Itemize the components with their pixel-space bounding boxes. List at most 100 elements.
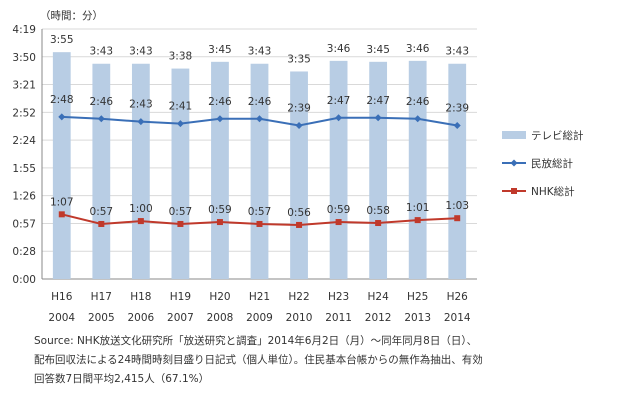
line-data-label: 2:48 xyxy=(50,94,74,106)
bar-data-label: 3:55 xyxy=(50,34,74,46)
line-data-label: 1:00 xyxy=(129,203,153,215)
line-point xyxy=(137,218,144,225)
legend-swatch xyxy=(502,131,526,139)
bar-data-label: 3:46 xyxy=(406,43,430,55)
legend-label: NHK総計 xyxy=(531,185,575,198)
bar-data-label: 3:43 xyxy=(248,46,272,58)
source-line-1: Source: NHK放送文化研究所「放送研究と調査」2014年6月2日（月）～… xyxy=(34,335,478,347)
x-tick-year: 2011 xyxy=(325,312,352,324)
line-point xyxy=(374,114,382,122)
bar-data-label: 3:35 xyxy=(287,53,311,65)
source-line-3: 回答数7日間平均2,415人（67.1%） xyxy=(34,373,210,385)
y-tick-label: 2:52 xyxy=(12,107,36,119)
y-tick-label: 3:50 xyxy=(12,52,36,64)
bar-data-label: 3:45 xyxy=(366,44,390,56)
line-data-label: 0:57 xyxy=(248,206,272,218)
line-data-label: 2:41 xyxy=(169,101,193,113)
bar-data-label: 3:45 xyxy=(208,44,232,56)
chart: （時間：分） 3:55 3:43 3:43 3:38 3:45 3:43 3:35 3:46 3… xyxy=(12,10,584,324)
bar-data-label: 3:38 xyxy=(169,51,193,63)
bar xyxy=(448,63,467,279)
line-point xyxy=(296,221,303,228)
x-tick-year: 2005 xyxy=(88,312,115,324)
x-tick-year: 2012 xyxy=(365,312,392,324)
line-data-label: 2:46 xyxy=(406,96,430,108)
x-tick-label: H16 xyxy=(51,291,73,303)
source-line-2: 配布回収法による24時間時刻目盛り日記式（個人単位）。住民基本台帳からの無作為抽… xyxy=(34,354,483,366)
line-point xyxy=(375,220,382,227)
line-point xyxy=(295,122,303,130)
line-data-label: 2:39 xyxy=(287,103,311,115)
y-tick-label: 3:21 xyxy=(12,80,36,92)
x-tick-label: H23 xyxy=(328,291,349,303)
x-tick-label: H24 xyxy=(368,291,390,303)
line-point xyxy=(216,219,223,226)
line-data-label: 1:07 xyxy=(50,196,74,208)
line-point xyxy=(97,115,105,123)
line-point xyxy=(453,122,461,130)
bar-data-label: 3:43 xyxy=(129,46,153,58)
line-data-label: 0:59 xyxy=(327,204,351,216)
line-point xyxy=(335,114,343,122)
x-tick-label: H26 xyxy=(447,291,469,303)
y-tick-label: 2:24 xyxy=(12,135,36,147)
legend-label: テレビ総計 xyxy=(531,129,584,142)
bar xyxy=(250,63,269,279)
bar-data-label: 3:43 xyxy=(90,46,114,58)
line-data-label: 0:59 xyxy=(208,204,232,216)
x-tick-year: 2013 xyxy=(404,312,431,324)
line-data-label: 2:46 xyxy=(248,96,272,108)
y-tick-label: 0:00 xyxy=(12,274,36,286)
x-tick-year: 2006 xyxy=(127,312,154,324)
line-point xyxy=(414,115,422,123)
bar xyxy=(290,71,308,279)
line-point xyxy=(58,211,65,218)
bar xyxy=(171,68,190,279)
x-tick-label: H22 xyxy=(288,291,309,303)
x-tick-year: 2008 xyxy=(207,312,234,324)
line-point xyxy=(216,115,224,123)
x-tick-year: 2010 xyxy=(286,312,313,324)
line-point xyxy=(414,217,421,224)
line-data-label: 0:56 xyxy=(287,207,311,219)
x-tick-year: 2009 xyxy=(246,312,273,324)
x-tick-label: H25 xyxy=(407,291,428,303)
x-tick-label: H19 xyxy=(170,291,191,303)
bar xyxy=(131,63,150,279)
line-point xyxy=(137,118,145,126)
x-tick-label: H21 xyxy=(249,291,270,303)
line-data-label: 2:46 xyxy=(90,96,114,108)
y-tick-label: 1:55 xyxy=(12,163,36,175)
y-tick-label: 4:19 xyxy=(12,24,36,36)
line-data-label: 2:47 xyxy=(327,95,351,107)
line-point xyxy=(256,220,263,227)
line-data-label: 0:57 xyxy=(169,206,193,218)
x-tick-label: H20 xyxy=(209,291,230,303)
x-tick-label: H18 xyxy=(130,291,151,303)
line-point xyxy=(98,220,105,227)
bar-data-label: 3:43 xyxy=(445,46,469,58)
line-data-label: 2:43 xyxy=(129,99,153,111)
bar xyxy=(52,52,71,280)
line-data-label: 0:57 xyxy=(90,206,114,218)
line-data-label: 1:03 xyxy=(445,200,469,212)
legend-marker xyxy=(510,159,518,167)
x-tick-label: H17 xyxy=(91,291,112,303)
bar xyxy=(211,61,229,280)
line-data-label: 1:01 xyxy=(406,202,430,214)
line-point xyxy=(58,113,66,121)
x-tick-year: 2007 xyxy=(167,312,194,324)
unit-label: （時間：分） xyxy=(40,10,103,22)
line-point xyxy=(177,220,184,227)
bar-data-label: 3:46 xyxy=(327,43,351,55)
line-data-label: 0:58 xyxy=(366,205,390,217)
bar xyxy=(329,60,348,279)
x-tick-year: 2004 xyxy=(48,312,75,324)
y-tick-label: 0:28 xyxy=(12,246,36,258)
x-tick-year: 2014 xyxy=(444,312,471,324)
line-data-label: 2:46 xyxy=(208,96,232,108)
line-point xyxy=(454,215,461,222)
line-point xyxy=(256,115,263,123)
y-tick-label: 0:57 xyxy=(12,218,36,230)
bar xyxy=(408,60,427,279)
